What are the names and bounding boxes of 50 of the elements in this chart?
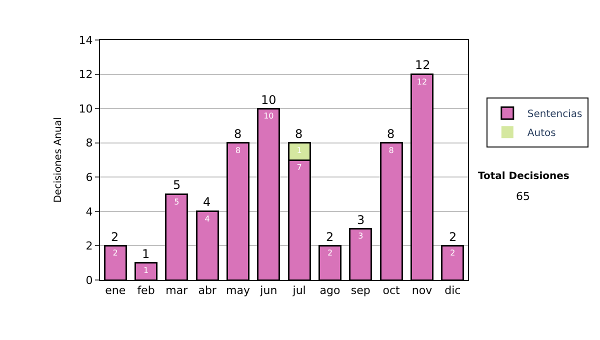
data-label: 1 — [296, 146, 302, 155]
total-label: 1 — [142, 247, 150, 261]
x-tick-label: feb — [137, 284, 155, 298]
x-tick-label: mar — [166, 284, 188, 298]
data-label: 7 — [296, 163, 302, 172]
y-tick-label: 2 — [86, 240, 93, 253]
data-label: 1 — [143, 266, 149, 275]
total-label: 2 — [111, 230, 119, 244]
y-tick-label: 12 — [78, 68, 93, 82]
y-tick-label: 8 — [86, 136, 93, 150]
text: Total Decisiones — [478, 171, 570, 182]
text: 65 — [516, 190, 530, 203]
total-label: 8 — [234, 127, 242, 141]
y-tick-label: 6 — [86, 170, 93, 184]
total-label: 8 — [295, 127, 303, 141]
legend-label: Sentencias — [527, 109, 582, 120]
total-label: 2 — [449, 230, 457, 244]
total-label: 3 — [357, 213, 365, 227]
x-tick-label: jun — [259, 284, 278, 298]
x-tick-label: oct — [382, 284, 401, 298]
legend-label: Autos — [527, 128, 556, 139]
total-label: 12 — [415, 58, 430, 72]
x-tick-label: sep — [350, 284, 370, 298]
data-label: 8 — [388, 146, 394, 155]
x-tick-label: jul — [292, 284, 306, 298]
data-label: 2 — [327, 248, 333, 258]
y-axis-title: Decisiones Anual — [52, 117, 64, 203]
data-label: 8 — [235, 146, 241, 155]
x-tick-label: may — [226, 284, 250, 298]
total-label: 10 — [261, 93, 276, 107]
data-label: 2 — [450, 248, 456, 258]
x-tick-label: nov — [412, 284, 433, 298]
y-tick-label: 14 — [78, 34, 93, 47]
y-tick-label: 0 — [86, 274, 93, 287]
data-label: 10 — [264, 112, 274, 121]
y-tick-label: 10 — [78, 102, 93, 116]
x-tick-label: ago — [320, 284, 340, 298]
total-label: 2 — [326, 230, 334, 244]
data-label: 5 — [174, 197, 180, 206]
total-label: 5 — [173, 178, 181, 192]
data-label: 3 — [358, 232, 364, 241]
data-label: 12 — [416, 77, 428, 86]
data-label: 4 — [204, 214, 210, 224]
x-tick-label: abr — [198, 284, 217, 298]
total-label: 8 — [387, 127, 395, 141]
y-tick-label: 4 — [86, 205, 93, 218]
x-tick-label: ene — [105, 284, 126, 298]
data-label: 2 — [112, 248, 118, 258]
total-label: 4 — [203, 195, 211, 209]
x-tick-label: dic — [444, 284, 461, 298]
